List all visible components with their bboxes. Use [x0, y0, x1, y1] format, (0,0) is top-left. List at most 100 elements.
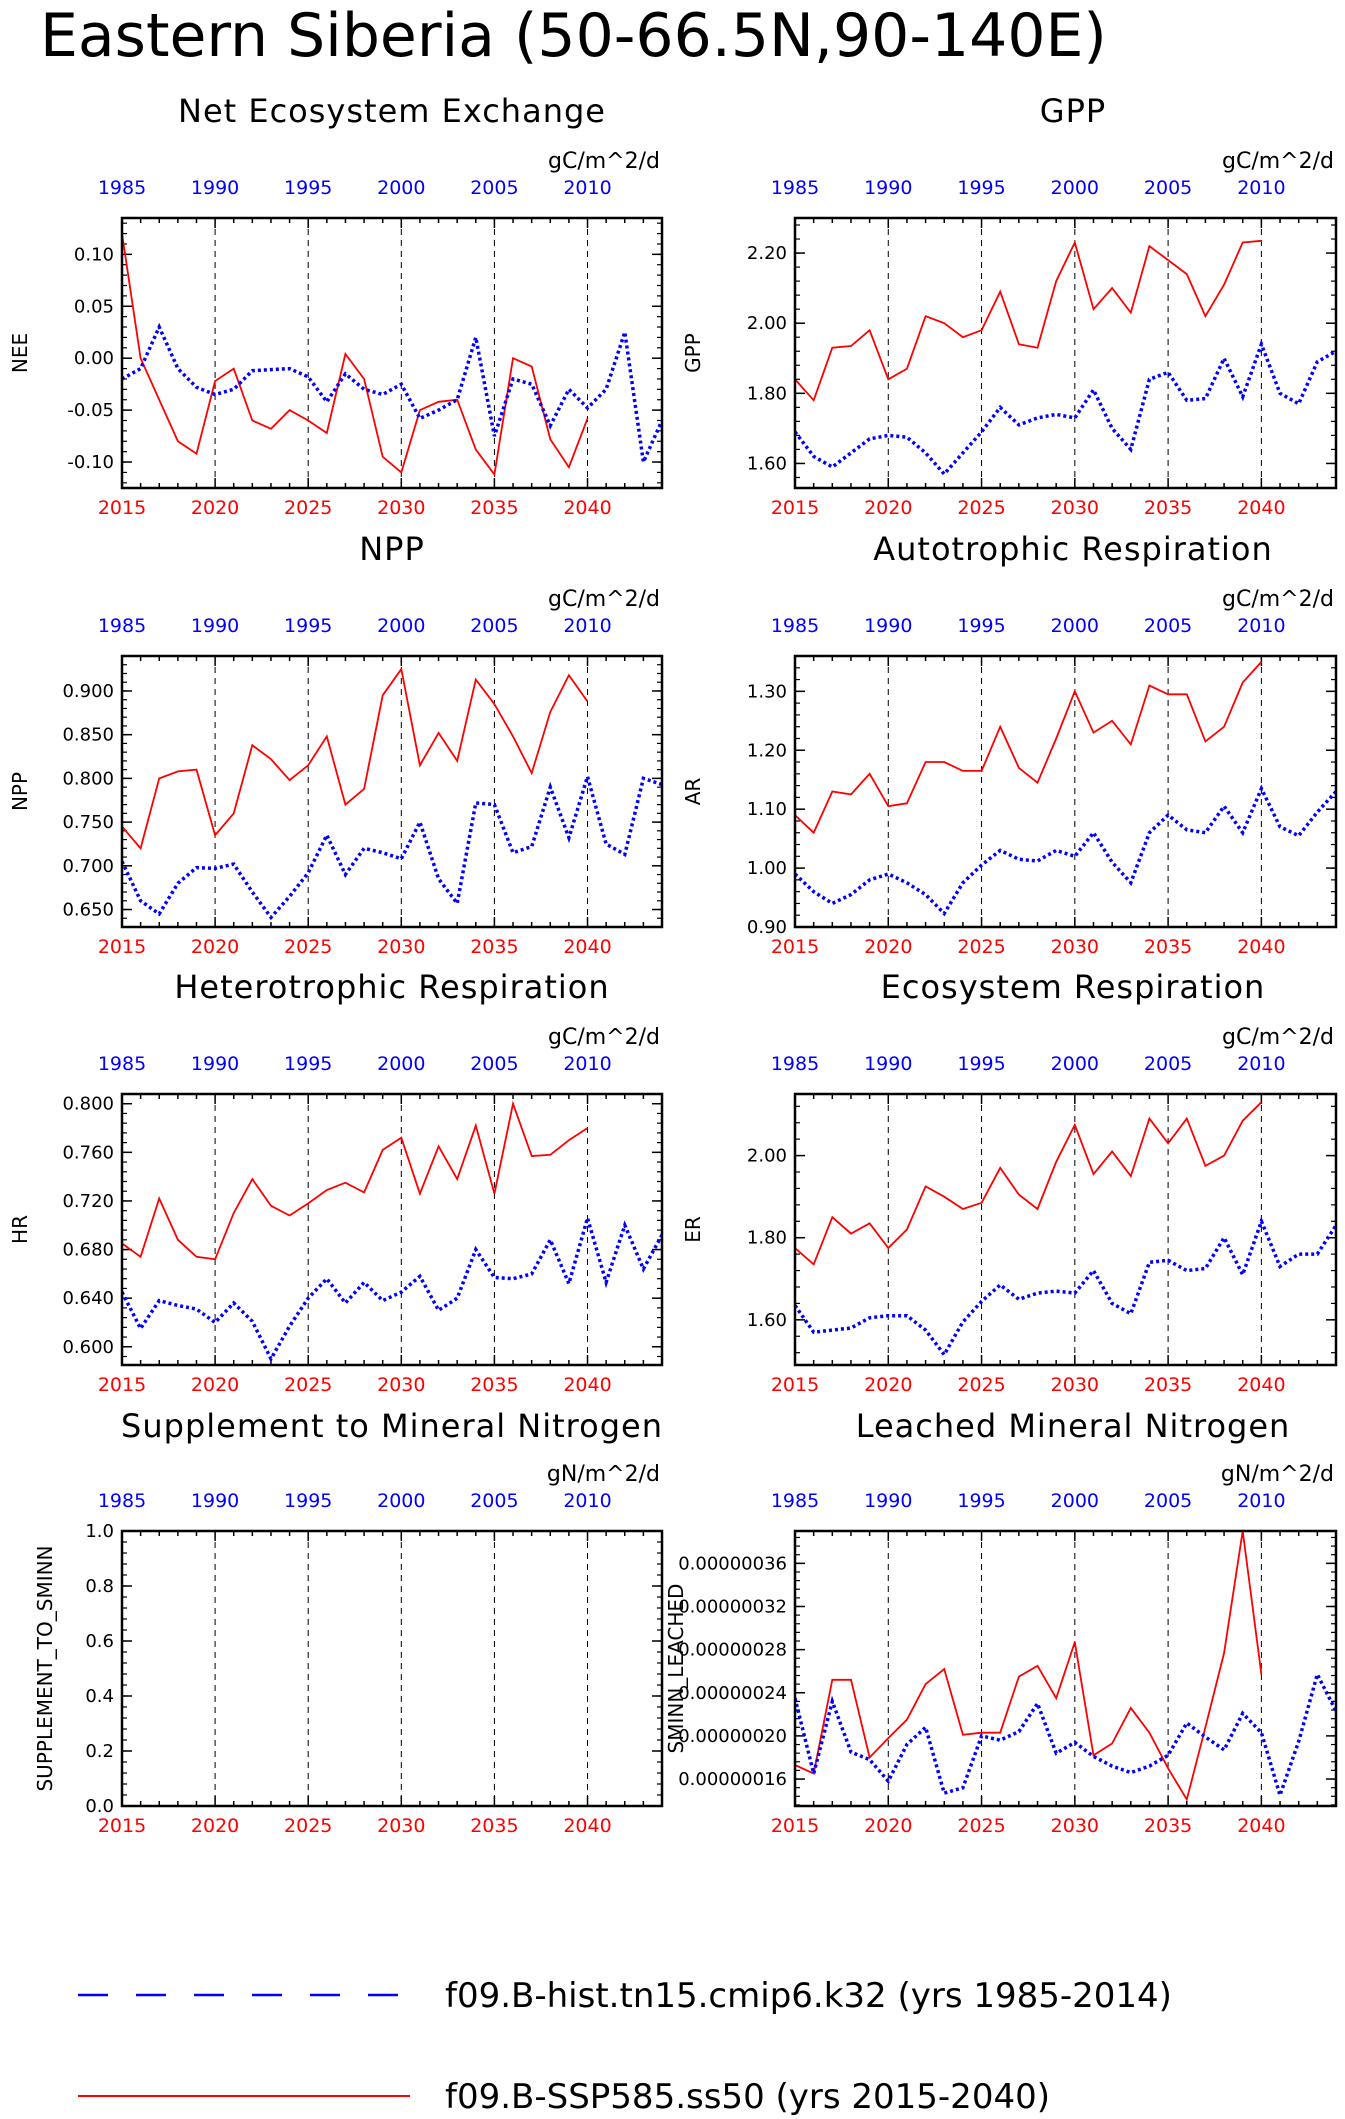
- x-tick-label-top: 2010: [1237, 177, 1285, 199]
- x-tick-label-bottom: 2015: [98, 1374, 146, 1396]
- y-tick-label: 1.60: [747, 1310, 787, 1331]
- plot-frame: [120, 216, 664, 490]
- x-tick-label-top: 1990: [864, 177, 912, 199]
- plot-frame: [793, 1529, 1338, 1808]
- x-tick-label-bottom: 2035: [1144, 497, 1192, 519]
- x-tick-label-bottom: 2025: [957, 1815, 1005, 1837]
- x-tick-label-bottom: 2035: [470, 497, 518, 519]
- series-line-hist: [795, 1216, 1336, 1358]
- y-axis-label: AR: [681, 778, 705, 806]
- x-tick-label-bottom: 2020: [864, 936, 912, 958]
- x-tick-label-bottom: 2035: [470, 936, 518, 958]
- x-tick-label-top: 2005: [1144, 615, 1192, 637]
- x-tick-label-bottom: 2020: [191, 936, 239, 958]
- x-tick-label-bottom: 2030: [377, 1815, 425, 1837]
- plot-frame: [793, 1092, 1338, 1367]
- x-tick-label-bottom: 2015: [98, 497, 146, 519]
- x-tick-label-top: 1985: [98, 1490, 146, 1512]
- panel-8: Leached Mineral Nitrogen gN/m^2/d 2015 2020…: [664, 1407, 1338, 1837]
- y-axis-label: SUPPLEMENT_TO_SMINN: [33, 1545, 57, 1791]
- x-tick-label-top: 2010: [563, 1053, 611, 1075]
- panel-4: Autotrophic Respiration gC/m^2/d 2015 2020 2…: [681, 530, 1338, 958]
- y-axis-label: NPP: [8, 772, 32, 811]
- y-tick-label: -0.05: [67, 400, 114, 421]
- x-tick-label-bottom: 2030: [377, 936, 425, 958]
- plot-frame: [793, 216, 1338, 490]
- plot-frame: [120, 1529, 664, 1808]
- x-tick-label-bottom: 2025: [284, 936, 332, 958]
- x-tick-label-bottom: 2020: [191, 1815, 239, 1837]
- x-tick-label-bottom: 2015: [771, 497, 819, 519]
- y-tick-label: 0.800: [62, 768, 114, 789]
- y-axis-label: GPP: [681, 333, 705, 373]
- y-tick-label: 0.0: [85, 1796, 114, 1817]
- y-tick-label: 0.00000020: [678, 1726, 787, 1747]
- x-tick-label-top: 2000: [377, 615, 425, 637]
- x-tick-label-bottom: 2040: [1237, 936, 1285, 958]
- y-tick-label: 1.0: [85, 1521, 114, 1542]
- y-axis-label: NEE: [8, 333, 32, 373]
- x-tick-label-top: 2005: [470, 615, 518, 637]
- x-tick-label-bottom: 2020: [191, 497, 239, 519]
- panel-title: Leached Mineral Nitrogen: [856, 1407, 1291, 1445]
- x-tick-label-top: 2010: [563, 615, 611, 637]
- x-tick-label-bottom: 2030: [377, 497, 425, 519]
- x-tick-label-top: 1990: [191, 177, 239, 199]
- panel-2: GPP gC/m^2/d 2015 2020 2025 2030 2035 2040 1985 1…: [681, 92, 1338, 519]
- panel-title: Net Ecosystem Exchange: [178, 92, 606, 130]
- legend-label-hist: f09.B-hist.tn15.cmip6.k32 (yrs 1985-2014…: [445, 1976, 1172, 2016]
- y-tick-label: 0.800: [62, 1094, 114, 1115]
- x-tick-label-bottom: 2015: [98, 1815, 146, 1837]
- panel-units: gC/m^2/d: [1222, 149, 1334, 174]
- x-tick-label-top: 1985: [771, 615, 819, 637]
- panel-3: NPP gC/m^2/d 2015 2020 2025 2030 2035 2040 1985 1…: [8, 530, 664, 958]
- y-tick-label: 2.00: [747, 313, 787, 334]
- y-tick-label: 0.680: [62, 1240, 114, 1261]
- panel-title: Supplement to Mineral Nitrogen: [121, 1407, 663, 1445]
- plot-frame: [120, 1092, 664, 1367]
- x-tick-label-top: 1995: [284, 615, 332, 637]
- y-tick-label: 1.80: [747, 1228, 787, 1249]
- y-tick-label: 0.720: [62, 1191, 114, 1212]
- x-tick-label-top: 1995: [957, 1490, 1005, 1512]
- x-tick-label-top: 1985: [771, 1490, 819, 1512]
- y-tick-label: 1.00: [747, 858, 787, 879]
- x-tick-label-bottom: 2015: [771, 1815, 819, 1837]
- x-tick-label-top: 1990: [864, 615, 912, 637]
- x-tick-label-top: 1990: [864, 1053, 912, 1075]
- x-tick-label-top: 2010: [563, 177, 611, 199]
- x-tick-label-top: 2010: [1237, 1053, 1285, 1075]
- x-tick-label-bottom: 2030: [1051, 1374, 1099, 1396]
- x-tick-label-top: 2000: [1051, 615, 1099, 637]
- x-tick-label-top: 2000: [377, 1490, 425, 1512]
- y-axis-label: ER: [681, 1216, 705, 1243]
- panel-6: Ecosystem Respiration gC/m^2/d 2015 2020 202…: [681, 968, 1338, 1396]
- x-tick-label-top: 1990: [191, 1053, 239, 1075]
- x-tick-label-bottom: 2040: [563, 1815, 611, 1837]
- panel-units: gC/m^2/d: [548, 587, 660, 612]
- x-tick-label-top: 2005: [470, 177, 518, 199]
- y-tick-label: 0.640: [62, 1288, 114, 1309]
- x-tick-label-bottom: 2025: [957, 936, 1005, 958]
- x-tick-label-bottom: 2025: [284, 497, 332, 519]
- x-tick-label-top: 2005: [1144, 177, 1192, 199]
- x-tick-label-top: 1985: [98, 177, 146, 199]
- x-tick-label-bottom: 2015: [771, 1374, 819, 1396]
- x-tick-label-bottom: 2035: [1144, 936, 1192, 958]
- series-line-ssp: [795, 1101, 1263, 1266]
- panel-units: gN/m^2/d: [547, 1462, 660, 1487]
- x-tick-label-bottom: 2020: [864, 1815, 912, 1837]
- x-tick-label-bottom: 2040: [563, 1374, 611, 1396]
- x-tick-label-bottom: 2015: [771, 936, 819, 958]
- panel-title: Heterotrophic Respiration: [174, 968, 609, 1006]
- x-tick-label-top: 1990: [191, 615, 239, 637]
- plot-frame: [120, 654, 664, 929]
- y-tick-label: 0.2: [85, 1741, 114, 1762]
- x-tick-label-bottom: 2040: [1237, 1815, 1285, 1837]
- x-tick-label-top: 2005: [1144, 1053, 1192, 1075]
- x-tick-label-top: 2000: [377, 1053, 425, 1075]
- x-tick-label-top: 1985: [771, 1053, 819, 1075]
- y-tick-label: 0.90: [747, 917, 787, 938]
